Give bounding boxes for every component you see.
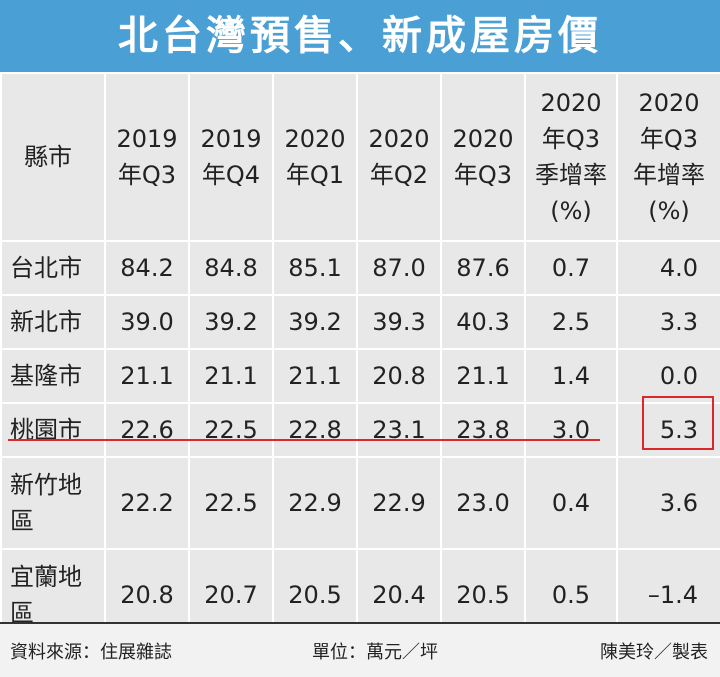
county-cell: 基隆市 (0, 348, 106, 404)
value-cell: 21.1 (104, 348, 190, 404)
value-cell: 21.1 (440, 348, 526, 404)
taoyuan-underline (8, 439, 600, 441)
value-cell: 39.2 (272, 294, 358, 350)
highlight-box (642, 396, 714, 450)
title-bar (0, 0, 720, 72)
column-header: 2020 年Q3 年增率 (%) (616, 72, 720, 242)
value-cell: 21.1 (188, 348, 274, 404)
price-table: 縣市 2019 年Q3 2019 年Q4 2020 年Q1 2020 年Q2 2020 年… (0, 72, 720, 642)
value-cell: 39.0 (104, 294, 190, 350)
credit-note: 陳美玲／製表 (600, 642, 708, 663)
column-header: 2020 年Q3 (440, 72, 526, 242)
table-row: 新竹地 區 22.2 22.5 22.9 22.9 23.0 0.4 3.6 (0, 456, 720, 550)
table-container: 縣市 2019 年Q3 2019 年Q4 2020 年Q1 2020 年Q2 2020 年… (0, 72, 720, 642)
county-cell: 台北市 (0, 240, 106, 296)
column-header: 2020 年Q2 (356, 72, 442, 242)
value-cell: 3.3 (616, 294, 720, 350)
column-header: 2020 年Q1 (272, 72, 358, 242)
county-cell: 桃園市 (0, 402, 106, 458)
value-cell: 21.1 (272, 348, 358, 404)
value-cell: 3.0 (524, 402, 618, 458)
value-cell: 39.2 (188, 294, 274, 350)
chart-title: 北台灣預售、新成屋房價 (118, 13, 602, 59)
value-cell: 23.0 (440, 456, 526, 550)
county-cell: 新竹地 區 (0, 456, 106, 550)
value-cell: 40.3 (440, 294, 526, 350)
column-header-county: 縣市 (0, 72, 106, 242)
source-note: 資料來源：住展雜誌 (10, 642, 172, 663)
table-body: 台北市 84.2 84.8 85.1 87.0 87.6 0.7 4.0 新北市 39.0 39.2… (0, 240, 720, 642)
value-cell: 22.5 (188, 456, 274, 550)
value-cell: 22.5 (188, 402, 274, 458)
value-cell: 87.6 (440, 240, 526, 296)
value-cell: 22.2 (104, 456, 190, 550)
column-header: 2020 年Q3 季增率 (%) (524, 72, 618, 242)
footer: 資料來源：住展雜誌 單位：萬元／坪 陳美玲／製表 (0, 622, 720, 677)
value-cell: 20.8 (356, 348, 442, 404)
value-cell: 23.1 (356, 402, 442, 458)
value-cell: 0.7 (524, 240, 618, 296)
value-cell: 22.9 (272, 456, 358, 550)
value-cell: 0.4 (524, 456, 618, 550)
value-cell: 3.6 (616, 456, 720, 550)
value-cell: 84.2 (104, 240, 190, 296)
value-cell: 39.3 (356, 294, 442, 350)
value-cell: 22.9 (356, 456, 442, 550)
table-row: 桃園市 22.6 22.5 22.8 23.1 23.8 3.0 5.3 (0, 402, 720, 458)
header-row: 縣市 2019 年Q3 2019 年Q4 2020 年Q1 2020 年Q2 2020 年… (0, 72, 720, 242)
county-cell: 新北市 (0, 294, 106, 350)
unit-note: 單位：萬元／坪 (312, 642, 438, 663)
value-cell: 84.8 (188, 240, 274, 296)
value-cell: 22.8 (272, 402, 358, 458)
column-header: 2019 年Q4 (188, 72, 274, 242)
value-cell: 2.5 (524, 294, 618, 350)
value-cell: 1.4 (524, 348, 618, 404)
table-row: 新北市 39.0 39.2 39.2 39.3 40.3 2.5 3.3 (0, 294, 720, 350)
value-cell: 0.0 (616, 348, 720, 404)
value-cell: 22.6 (104, 402, 190, 458)
value-cell: 87.0 (356, 240, 442, 296)
column-header: 2019 年Q3 (104, 72, 190, 242)
table-row: 台北市 84.2 84.8 85.1 87.0 87.6 0.7 4.0 (0, 240, 720, 296)
value-cell: 4.0 (616, 240, 720, 296)
value-cell: 85.1 (272, 240, 358, 296)
value-cell: 23.8 (440, 402, 526, 458)
table-row: 基隆市 21.1 21.1 21.1 20.8 21.1 1.4 0.0 (0, 348, 720, 404)
